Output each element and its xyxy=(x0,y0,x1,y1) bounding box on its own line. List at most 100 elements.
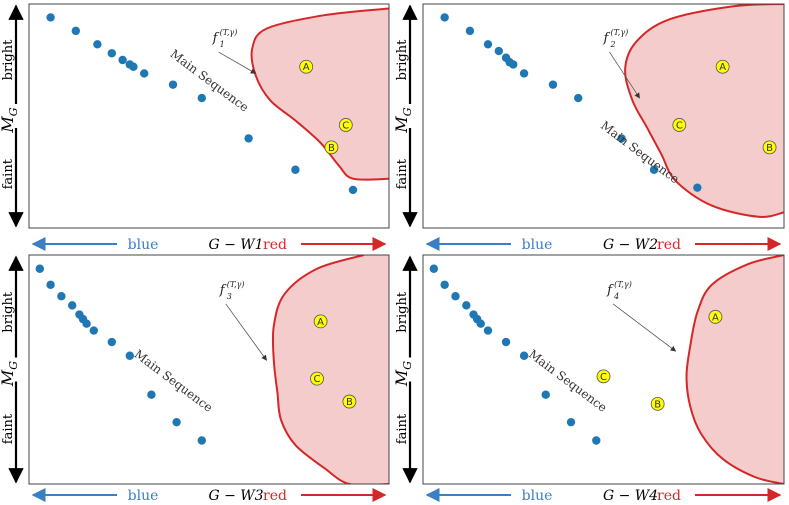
source-point-label: B xyxy=(346,397,353,408)
source-point-label: A xyxy=(303,62,310,73)
faint-label: faint xyxy=(395,413,410,444)
main-sequence-point xyxy=(483,326,493,335)
f-label: f xyxy=(212,31,220,46)
f-pointer-arrow xyxy=(225,303,267,361)
main-sequence-label: Main Sequence xyxy=(168,47,252,115)
main-sequence-label: Main Sequence xyxy=(526,347,610,415)
source-point-label: C xyxy=(600,372,607,383)
main-sequence-point xyxy=(140,69,149,78)
red-region-boundary xyxy=(271,255,389,484)
x-axis-label: G − W4 xyxy=(603,488,658,504)
main-sequence-point xyxy=(592,436,601,445)
source-point-label: A xyxy=(712,312,719,323)
main-sequence-point xyxy=(168,80,178,89)
region-group xyxy=(685,255,784,484)
main-sequence-point xyxy=(465,26,475,36)
main-sequence-point xyxy=(197,436,206,445)
main-sequence-point xyxy=(649,165,659,174)
source-point-C xyxy=(672,118,687,132)
f-label-superscript: (T,γ) xyxy=(614,280,632,289)
faint-label: faint xyxy=(395,158,410,189)
source-point-label: B xyxy=(766,143,773,154)
mg-axis-label: MG xyxy=(392,361,414,387)
source-point-label: C xyxy=(676,120,683,131)
region-group xyxy=(271,255,389,484)
f-label-superscript: (T,γ) xyxy=(227,280,245,289)
region-group xyxy=(624,4,784,218)
red-region-fill xyxy=(625,4,784,217)
main-sequence-point xyxy=(46,280,55,289)
main-sequence-point xyxy=(118,55,127,65)
main-sequence-point xyxy=(244,134,253,143)
red-region-fill xyxy=(272,255,389,484)
main-sequence-point xyxy=(291,165,300,174)
x-axis-label: G − W1 xyxy=(208,237,263,253)
red-label: red xyxy=(657,488,681,504)
main-sequence-point xyxy=(541,390,550,399)
source-point-B xyxy=(324,140,339,155)
f-label: f xyxy=(606,283,614,298)
main-sequence-point xyxy=(348,185,358,195)
main-sequence-point xyxy=(476,319,485,328)
blue-label: blue xyxy=(128,237,159,253)
source-point-label: B xyxy=(654,399,661,410)
main-sequence-point xyxy=(617,134,626,143)
main-sequence-point xyxy=(501,337,511,347)
f-pointer-arrow xyxy=(609,51,640,99)
main-sequence-point xyxy=(82,319,91,328)
bright-label: bright xyxy=(1,39,16,80)
blue-label: blue xyxy=(128,488,159,504)
f-label-subscript: 1 xyxy=(220,40,225,49)
main-sequence-point xyxy=(519,351,529,360)
main-sequence-point xyxy=(519,69,529,78)
region-group xyxy=(250,7,389,181)
main-sequence-point xyxy=(483,40,493,49)
x-axis-label: G − W2 xyxy=(603,237,658,253)
bright-label: bright xyxy=(395,291,410,332)
main-sequence-point xyxy=(440,13,449,22)
source-point-A xyxy=(715,59,730,74)
red-label: red xyxy=(263,488,287,504)
panel-frame xyxy=(422,254,785,485)
f-label-subscript: 3 xyxy=(227,292,232,301)
red-region-fill xyxy=(251,8,389,180)
main-sequence-point xyxy=(129,62,138,71)
red-region-boundary xyxy=(624,4,784,218)
faint-label: faint xyxy=(1,413,16,444)
red-label: red xyxy=(657,237,681,253)
faint-label: faint xyxy=(1,158,16,189)
red-region-boundary xyxy=(250,7,389,181)
main-sequence-point xyxy=(107,337,117,347)
main-sequence-point xyxy=(107,49,117,58)
source-point-A xyxy=(299,59,314,74)
source-point-B xyxy=(650,396,665,411)
main-sequence-point xyxy=(440,280,449,289)
main-sequence-point xyxy=(147,390,156,399)
main-sequence-point xyxy=(197,93,206,103)
blue-label: blue xyxy=(522,237,553,253)
source-point-C xyxy=(338,118,353,132)
source-point-label: A xyxy=(317,317,324,328)
red-region-boundary xyxy=(685,255,784,484)
x-axis-label: G − W3 xyxy=(208,488,263,504)
source-point-label: A xyxy=(719,62,726,73)
bright-label: bright xyxy=(1,291,16,332)
f-label-subscript: 4 xyxy=(613,292,619,301)
mg-axis-label: MG xyxy=(0,107,20,133)
blue-label: blue xyxy=(522,488,553,504)
f-pointer-arrow xyxy=(218,51,257,74)
main-sequence-point xyxy=(71,26,81,36)
main-sequence-label: Main Sequence xyxy=(132,347,216,415)
main-sequence-point xyxy=(35,264,44,273)
source-point-C xyxy=(310,371,324,386)
mg-axis-label: MG xyxy=(392,107,414,133)
main-sequence-point xyxy=(693,183,702,192)
red-label: red xyxy=(263,237,287,253)
main-sequence-point xyxy=(462,301,471,310)
bright-label: bright xyxy=(395,39,410,80)
main-sequence-point xyxy=(574,93,583,103)
main-sequence-point xyxy=(509,60,518,69)
main-sequence-point xyxy=(89,326,99,335)
